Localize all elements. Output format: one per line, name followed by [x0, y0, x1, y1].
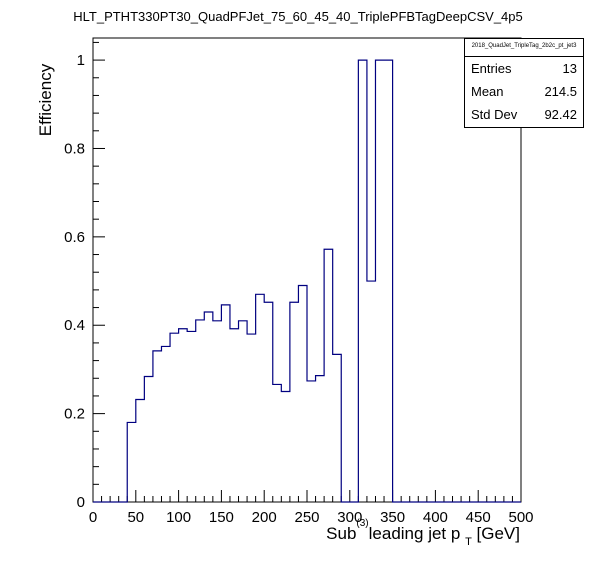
x-tick-label: 250	[294, 509, 319, 526]
histogram-bin	[324, 249, 333, 502]
x-tick-label: 450	[466, 509, 491, 526]
histogram-bin	[316, 376, 325, 502]
histogram-bin	[187, 331, 196, 502]
histogram-bin	[384, 60, 393, 502]
histogram-bin	[161, 346, 170, 502]
y-tick-label: 0.2	[64, 406, 85, 423]
stats-row-stddev: Std Dev 92.42	[465, 103, 583, 126]
histogram-bin	[221, 305, 230, 502]
stats-row-mean: Mean 214.5	[465, 80, 583, 103]
stats-entries-label: Entries	[471, 61, 512, 76]
y-tick-label: 0.4	[64, 317, 85, 334]
histogram-bin	[247, 334, 256, 502]
histogram-bin	[136, 399, 145, 502]
x-axis-label-sup: (3)	[356, 518, 369, 530]
histogram-bin	[367, 281, 376, 502]
histogram-bin	[230, 329, 239, 502]
histogram-bin	[127, 422, 136, 502]
x-axis-label: Sub(3)leading jet p T [GeV]	[326, 518, 520, 548]
histogram-bin	[375, 60, 384, 502]
histogram-bin	[204, 312, 213, 502]
stats-mean-value: 214.5	[544, 84, 577, 99]
histogram-bin	[264, 302, 273, 502]
x-tick-label: 0	[89, 509, 97, 526]
stats-row-entries: Entries 13	[465, 57, 583, 80]
chart-title: HLT_PTHT330PT30_QuadPFJet_75_60_45_40_Tr…	[73, 9, 523, 24]
stats-entries-value: 13	[562, 61, 577, 76]
y-tick-label: 1	[77, 52, 85, 69]
x-tick-label: 50	[127, 509, 144, 526]
y-tick-label: 0.6	[64, 229, 85, 246]
x-tick-label: 350	[380, 509, 405, 526]
histogram-bin	[333, 354, 342, 502]
histogram-bin	[281, 392, 290, 502]
histogram-bin	[273, 384, 282, 502]
y-tick-label: 0	[77, 494, 85, 511]
histogram-bin	[170, 333, 179, 502]
stats-stddev-label: Std Dev	[471, 107, 518, 122]
histogram-bin	[298, 285, 307, 502]
histogram-bin	[179, 329, 188, 502]
x-tick-label: 500	[508, 509, 533, 526]
histogram-bin	[196, 320, 205, 502]
histogram-bin	[144, 376, 153, 502]
x-tick-label: 200	[252, 509, 277, 526]
x-axis-label-mid: leading jet p	[368, 524, 461, 543]
stats-mean-label: Mean	[471, 84, 504, 99]
stats-stddev-value: 92.42	[544, 107, 577, 122]
y-tick-label: 0.8	[64, 140, 85, 157]
histogram-bin	[290, 302, 299, 502]
x-tick-label: 400	[423, 509, 448, 526]
stats-histogram-name: 2018_QuadJet_TripleTag_2b2c_pt_jet3	[465, 39, 583, 57]
x-axis-label-post: [GeV]	[476, 524, 520, 543]
y-axis-label: Efficiency	[36, 63, 55, 137]
stats-box: 2018_QuadJet_TripleTag_2b2c_pt_jet3 Entr…	[464, 38, 584, 128]
histogram-bin	[307, 381, 316, 502]
efficiency-histogram-line	[93, 59, 521, 503]
x-axis-label-sub: T	[465, 536, 472, 548]
x-axis-label-pre: Sub	[326, 524, 357, 543]
x-tick-label: 300	[337, 509, 362, 526]
histogram-bin	[358, 60, 367, 502]
histogram-bin	[153, 351, 162, 502]
histogram-bin	[213, 321, 222, 502]
x-tick-label: 150	[209, 509, 234, 526]
histogram-bin	[239, 321, 248, 502]
x-tick-label: 100	[166, 509, 191, 526]
histogram-bin	[256, 294, 265, 502]
